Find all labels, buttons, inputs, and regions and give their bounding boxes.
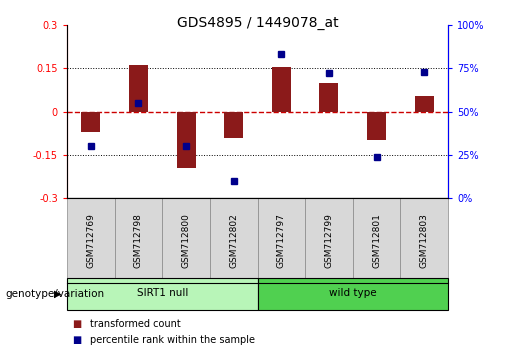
- Text: ■: ■: [72, 319, 81, 329]
- Text: GDS4895 / 1449078_at: GDS4895 / 1449078_at: [177, 16, 338, 30]
- Bar: [258, 278, 448, 310]
- Bar: [67, 278, 258, 310]
- Bar: [210, 198, 258, 283]
- Bar: [67, 198, 115, 283]
- Bar: [401, 198, 448, 283]
- Text: GSM712799: GSM712799: [324, 213, 333, 268]
- Bar: [353, 198, 401, 283]
- Bar: [162, 198, 210, 283]
- Bar: [81, 112, 100, 132]
- Text: genotype/variation: genotype/variation: [5, 289, 104, 299]
- Bar: [224, 112, 243, 137]
- Bar: [129, 65, 148, 112]
- Text: GSM712797: GSM712797: [277, 213, 286, 268]
- Text: ▶: ▶: [54, 289, 62, 299]
- Text: GSM712803: GSM712803: [420, 213, 428, 268]
- Text: wild type: wild type: [329, 288, 376, 298]
- Text: GSM712798: GSM712798: [134, 213, 143, 268]
- Text: GSM712769: GSM712769: [87, 213, 95, 268]
- Bar: [272, 67, 291, 112]
- Text: GSM712801: GSM712801: [372, 213, 381, 268]
- Text: SIRT1 null: SIRT1 null: [136, 288, 188, 298]
- Bar: [258, 198, 305, 283]
- Text: GSM712800: GSM712800: [182, 213, 191, 268]
- Text: percentile rank within the sample: percentile rank within the sample: [90, 335, 255, 345]
- Bar: [415, 96, 434, 112]
- Text: ■: ■: [72, 335, 81, 345]
- Text: GSM712802: GSM712802: [229, 213, 238, 268]
- Bar: [177, 112, 196, 168]
- Bar: [114, 198, 162, 283]
- Bar: [367, 112, 386, 141]
- Bar: [319, 82, 338, 112]
- Bar: [305, 198, 353, 283]
- Text: transformed count: transformed count: [90, 319, 181, 329]
